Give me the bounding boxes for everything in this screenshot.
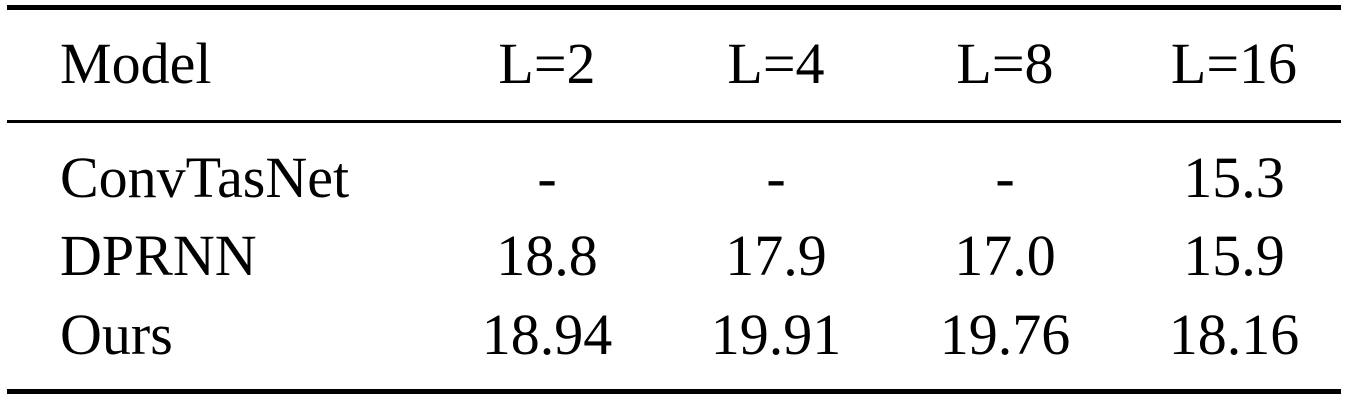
table-header-row: Model L=2 L=4 L=8 L=16: [7, 24, 1341, 104]
table-row: Ours 18.94 19.91 19.76 18.16: [7, 295, 1341, 375]
model-name-cell: DPRNN: [60, 223, 257, 288]
header-model: Model: [60, 31, 212, 96]
table-row: ConvTasNet - - - 15.3: [7, 138, 1341, 218]
bottom-rule: [7, 389, 1341, 394]
header-l2: L=2: [498, 31, 596, 96]
value-cell-l16: 15.9: [1183, 223, 1285, 288]
header-rule: [7, 120, 1341, 123]
value-cell-l8: 19.76: [939, 302, 1071, 367]
value-cell-l16: 18.16: [1168, 302, 1300, 367]
header-l8: L=8: [956, 31, 1054, 96]
value-cell-l8: -: [995, 145, 1015, 210]
model-name-cell: ConvTasNet: [60, 145, 350, 210]
value-cell-l16: 15.3: [1183, 145, 1285, 210]
header-l4: L=4: [727, 31, 825, 96]
value-cell-l2: -: [537, 145, 557, 210]
value-cell-l4: -: [766, 145, 786, 210]
table-row: DPRNN 18.8 17.9 17.0 15.9: [7, 216, 1341, 296]
top-rule: [7, 5, 1341, 10]
value-cell-l2: 18.94: [481, 302, 613, 367]
model-name-cell: Ours: [60, 302, 173, 367]
value-cell-l4: 19.91: [710, 302, 842, 367]
results-table: Model L=2 L=4 L=8 L=16 ConvTasNet - - - …: [7, 0, 1341, 403]
value-cell-l4: 17.9: [725, 223, 827, 288]
header-l16: L=16: [1170, 31, 1298, 96]
value-cell-l8: 17.0: [954, 223, 1056, 288]
value-cell-l2: 18.8: [496, 223, 598, 288]
